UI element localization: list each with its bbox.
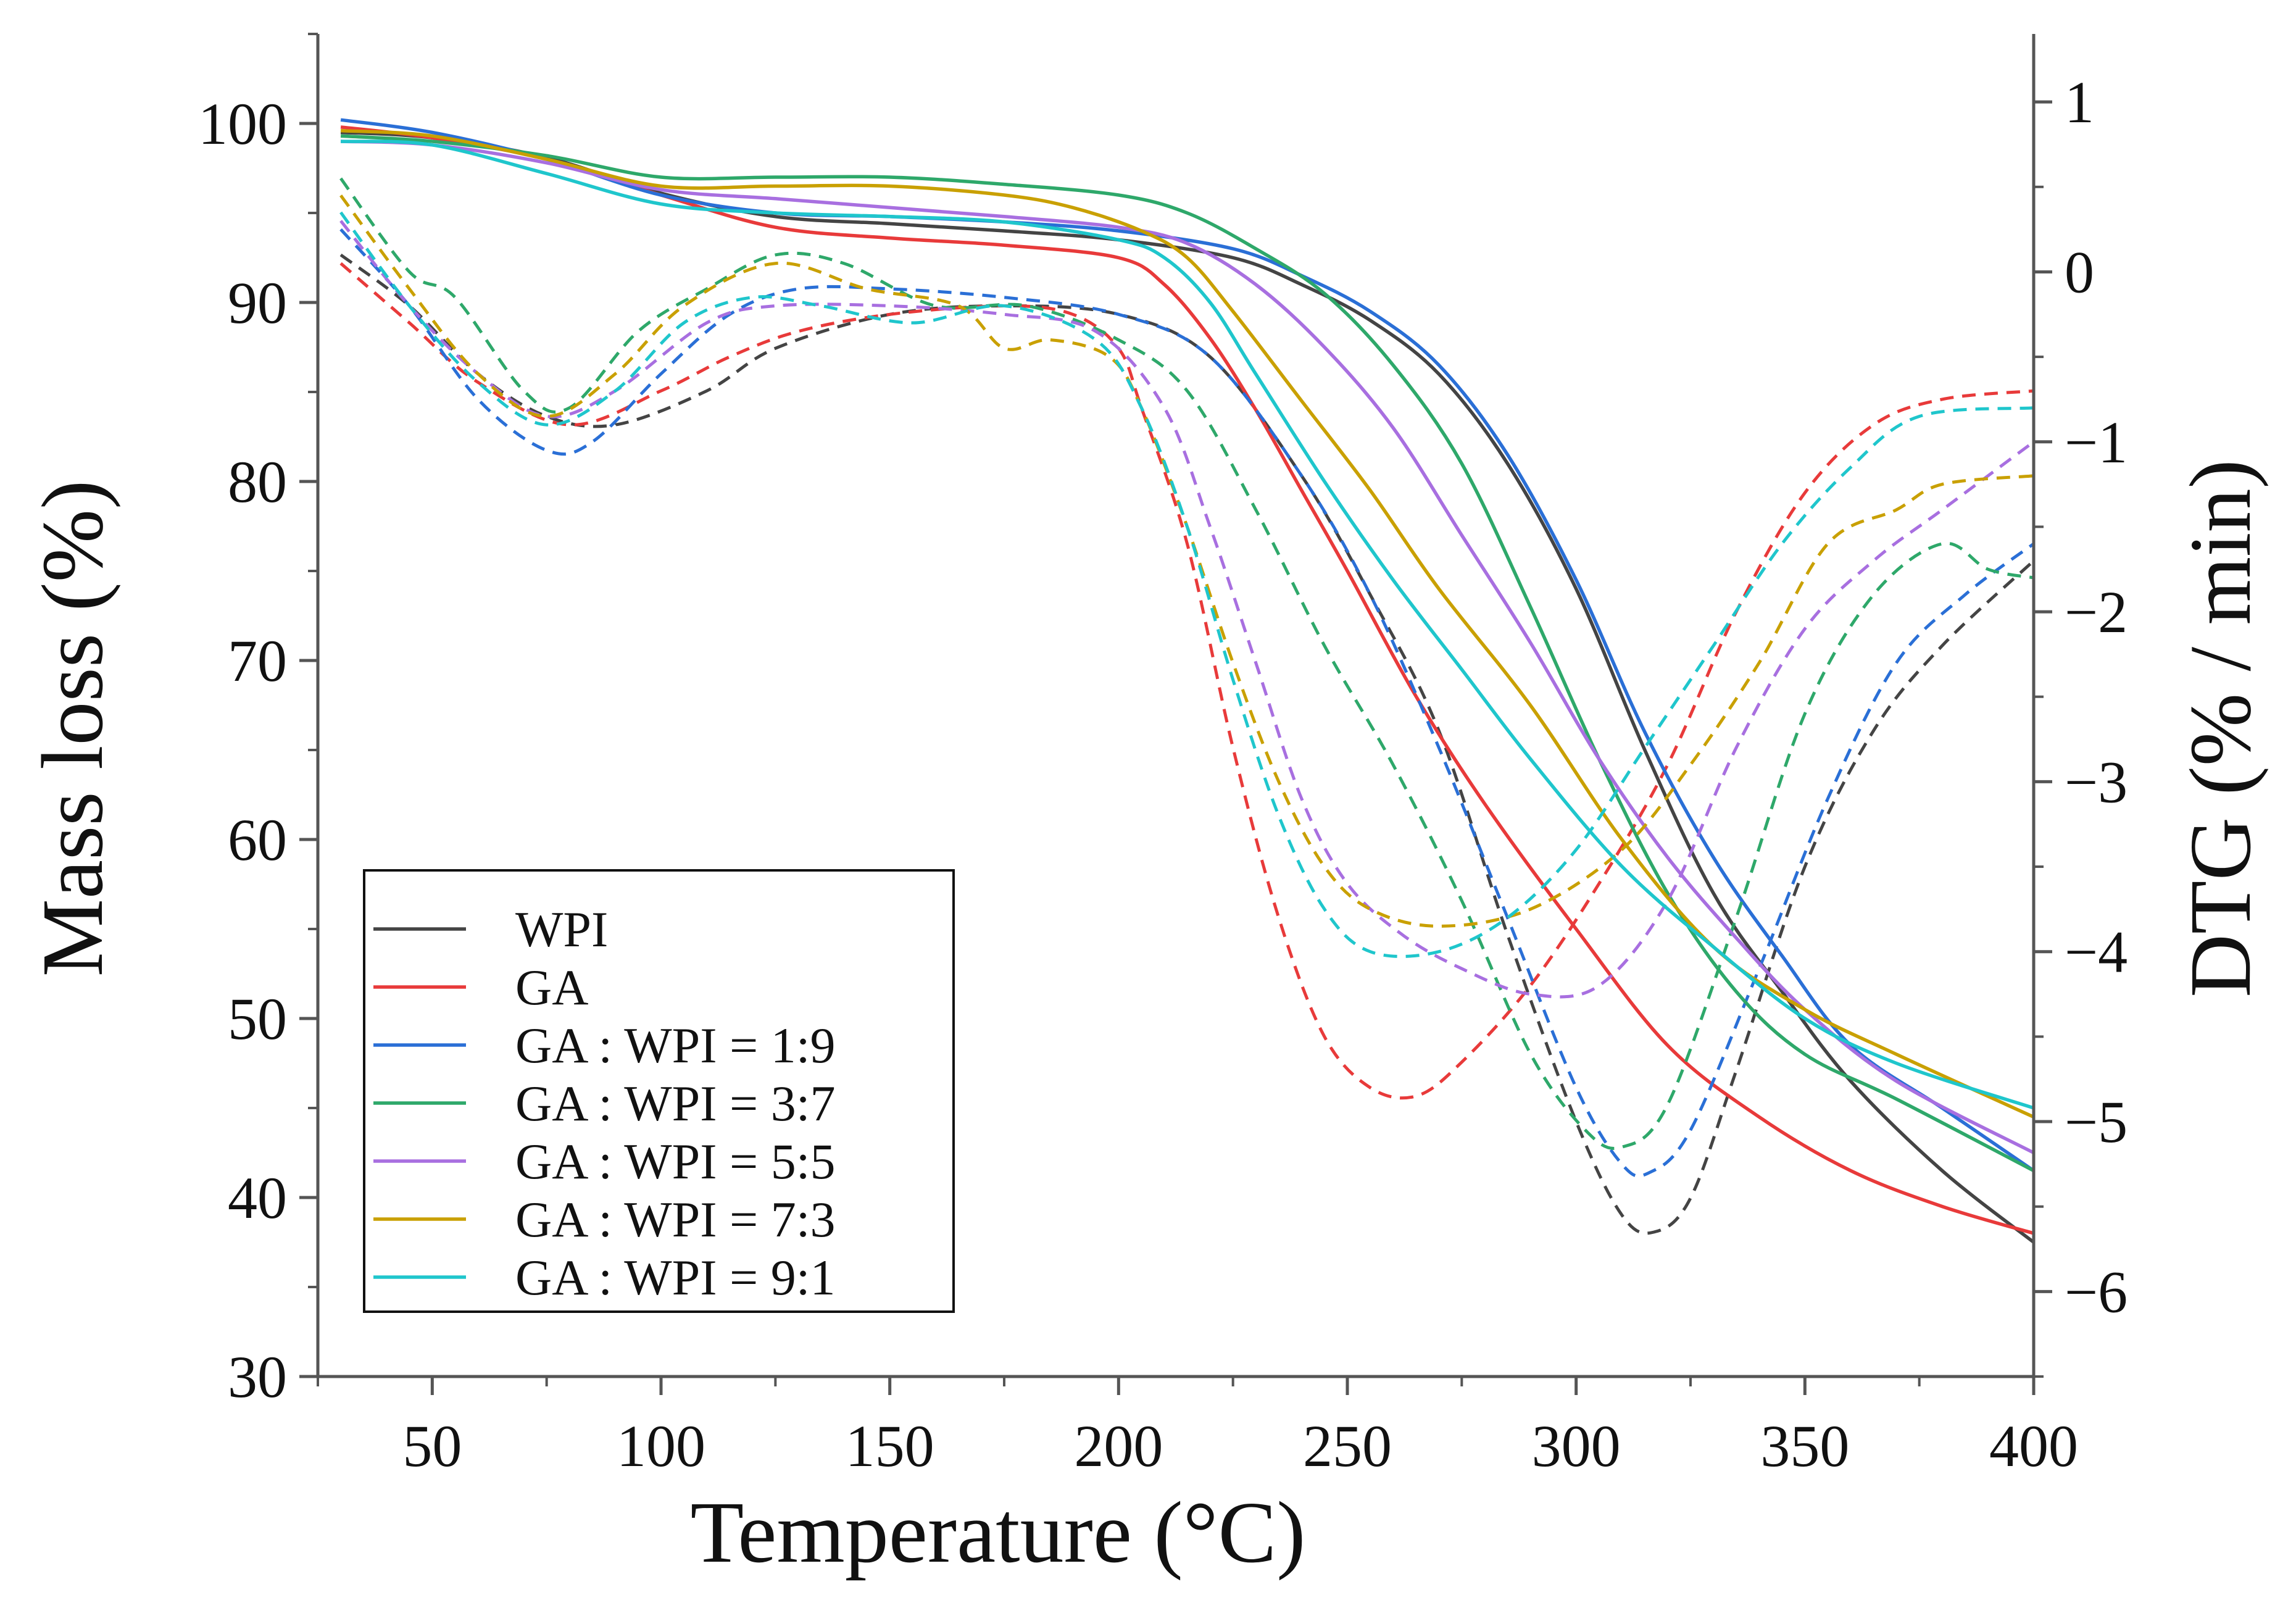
legend-label: WPI bbox=[515, 901, 608, 957]
x-tick-label: 200 bbox=[1074, 1413, 1163, 1479]
y-left-tick-label: 30 bbox=[228, 1344, 287, 1410]
x-axis-title: Temperature (°C) bbox=[691, 1483, 1306, 1581]
y-right-tick-label: −4 bbox=[2065, 919, 2128, 985]
y-left-tick-label: 70 bbox=[228, 628, 287, 694]
series-2-mass-loss-line bbox=[340, 125, 2034, 1235]
y-right-tick-label: −1 bbox=[2065, 409, 2128, 475]
y-right-tick-label: −2 bbox=[2065, 579, 2128, 645]
y-right-axis-title: DTG (% / min) bbox=[2171, 459, 2269, 998]
y-left-tick-label: 100 bbox=[198, 91, 287, 157]
series-2-dtg-line bbox=[339, 262, 2034, 1100]
legend-label: GA : WPI = 3:7 bbox=[515, 1075, 836, 1131]
y-right-tick-label: −3 bbox=[2065, 749, 2128, 815]
series-4-dtg-line bbox=[339, 177, 2034, 1151]
legend-box bbox=[363, 869, 955, 1313]
y-right-tick-label: −6 bbox=[2065, 1259, 2128, 1325]
series-4-mass-loss-line bbox=[340, 134, 2034, 1172]
x-tick-label: 100 bbox=[617, 1413, 705, 1479]
x-tick-label: 400 bbox=[1989, 1413, 2078, 1479]
x-tick-label: 300 bbox=[1532, 1413, 1621, 1479]
legend-label: GA bbox=[515, 959, 588, 1015]
axes-group: 50 100 150 200 250 300 350 400 30 40 50 60 70 80 90 100… bbox=[198, 33, 2128, 1479]
x-tick-label: 250 bbox=[1303, 1413, 1392, 1479]
y-right-tick-label: 0 bbox=[2065, 239, 2094, 305]
y-left-tick-label: 40 bbox=[228, 1165, 287, 1231]
y-left-tick-label: 50 bbox=[228, 986, 287, 1052]
series-7-dtg-line bbox=[339, 211, 2034, 958]
legend-label: GA : WPI = 1:9 bbox=[515, 1017, 836, 1073]
legend-label: GA : WPI = 7:3 bbox=[515, 1191, 836, 1248]
series-5-dtg-line bbox=[339, 220, 2034, 999]
series-5-mass-loss-line bbox=[340, 140, 2034, 1154]
x-tick-label: 350 bbox=[1760, 1413, 1849, 1479]
series-3-dtg-line bbox=[339, 228, 2034, 1178]
y-left-axis-title: Mass loss (%) bbox=[23, 480, 121, 977]
series-7-mass-loss-line bbox=[340, 140, 2034, 1110]
y-left-tick-label: 60 bbox=[228, 807, 287, 873]
x-tick-label: 150 bbox=[846, 1413, 934, 1479]
series-3-mass-loss-line bbox=[340, 118, 2034, 1172]
x-tick-label: 50 bbox=[402, 1413, 462, 1479]
series-group bbox=[339, 118, 2034, 1244]
y-right-tick-label: −5 bbox=[2065, 1089, 2128, 1155]
y-left-tick-label: 90 bbox=[228, 270, 287, 336]
legend-label: GA : WPI = 9:1 bbox=[515, 1249, 836, 1306]
legend-label: GA : WPI = 5:5 bbox=[515, 1133, 836, 1189]
y-left-tick-label: 80 bbox=[228, 449, 287, 515]
series-6-dtg-line bbox=[339, 194, 2034, 928]
y-right-tick-label: 1 bbox=[2065, 69, 2094, 135]
